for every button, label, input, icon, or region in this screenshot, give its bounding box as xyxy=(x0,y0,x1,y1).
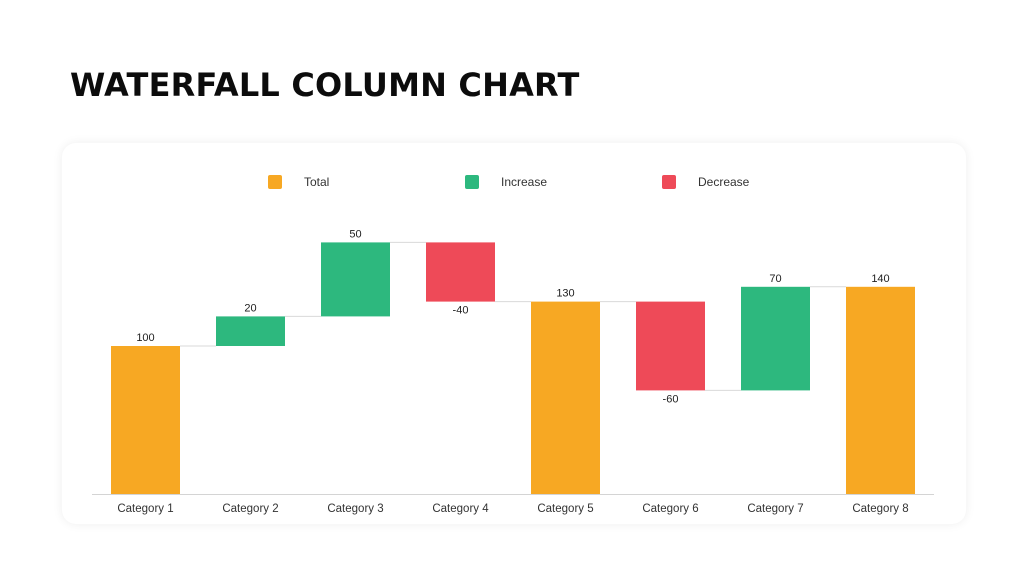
bar-increase xyxy=(216,316,285,346)
x-tick-label: Category 3 xyxy=(327,503,383,515)
data-label: -60 xyxy=(663,393,679,405)
x-tick-label: Category 8 xyxy=(852,503,908,515)
bar-total xyxy=(846,286,915,494)
x-tick-label: Category 2 xyxy=(222,503,278,515)
x-tick-label: Category 7 xyxy=(747,503,803,515)
legend-swatch-increase xyxy=(465,175,479,189)
bar-increase xyxy=(741,286,810,391)
data-label: 20 xyxy=(244,302,256,314)
bar-total xyxy=(531,301,600,494)
bar-increase xyxy=(321,242,390,317)
data-label: 130 xyxy=(556,288,574,300)
x-tick-label: Category 4 xyxy=(432,503,489,515)
legend-swatch-decrease xyxy=(662,175,676,189)
page-title: WATERFALL COLUMN CHART xyxy=(70,66,580,104)
data-label: -40 xyxy=(453,305,469,317)
legend-label-increase: Increase xyxy=(501,175,548,189)
x-tick-label: Category 5 xyxy=(537,503,593,515)
data-label: 100 xyxy=(136,332,154,344)
bar-decrease xyxy=(426,242,495,302)
x-tick-label: Category 1 xyxy=(117,503,173,515)
legend-swatch-total xyxy=(268,175,282,189)
legend-label-decrease: Decrease xyxy=(698,175,750,189)
legend-label-total: Total xyxy=(304,175,330,189)
chart-card xyxy=(62,143,966,524)
x-tick-label: Category 6 xyxy=(642,503,698,515)
data-label: 140 xyxy=(871,273,889,285)
data-label: 70 xyxy=(769,273,781,285)
bar-total xyxy=(111,346,180,494)
bar-decrease xyxy=(636,301,705,391)
data-label: 50 xyxy=(349,228,361,240)
